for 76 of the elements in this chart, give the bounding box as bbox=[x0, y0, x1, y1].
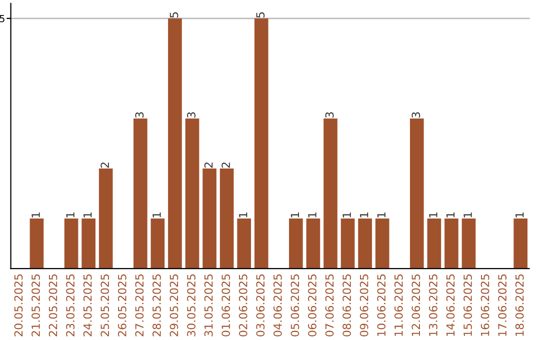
bar bbox=[340, 218, 355, 269]
x-tick-label: 11.06.2025 bbox=[394, 274, 403, 336]
x-tick-label: 06.06.2025 bbox=[308, 274, 316, 336]
x-tick-label: 14.06.2025 bbox=[446, 274, 455, 336]
bar bbox=[410, 118, 424, 269]
data-label: 1 bbox=[360, 212, 368, 218]
bar bbox=[220, 168, 234, 269]
bar bbox=[98, 168, 113, 269]
data-label: 3 bbox=[135, 112, 144, 118]
data-label: 2 bbox=[222, 162, 230, 168]
x-tick-label: 27.05.2025 bbox=[135, 274, 144, 336]
x-tick-label: 23.05.2025 bbox=[66, 274, 75, 336]
bar bbox=[133, 118, 148, 269]
data-label: 1 bbox=[516, 212, 524, 218]
bar bbox=[150, 218, 165, 269]
bar bbox=[64, 218, 78, 269]
data-label: 1 bbox=[152, 212, 161, 218]
bar bbox=[168, 18, 182, 269]
bar bbox=[237, 218, 251, 269]
bar bbox=[202, 168, 216, 269]
data-label: 1 bbox=[66, 212, 74, 218]
bar bbox=[30, 218, 44, 269]
x-tick-label: 18.06.2025 bbox=[515, 274, 524, 336]
data-label: 3 bbox=[187, 112, 196, 118]
x-tick-label: 29.05.2025 bbox=[170, 274, 178, 336]
x-tick-label: 01.06.2025 bbox=[222, 274, 230, 336]
x-tick-label: 31.05.2025 bbox=[204, 274, 213, 336]
data-label: 3 bbox=[325, 112, 334, 118]
x-tick-label: 17.06.2025 bbox=[498, 274, 507, 336]
data-label: 2 bbox=[100, 162, 109, 168]
data-label: 1 bbox=[290, 212, 299, 218]
bar bbox=[254, 18, 268, 269]
data-label: 5 bbox=[256, 12, 265, 18]
bar bbox=[82, 218, 96, 269]
bar bbox=[462, 218, 476, 269]
x-tick-label: 30.05.2025 bbox=[187, 274, 196, 336]
x-tick-label: 10.06.2025 bbox=[377, 274, 386, 336]
data-label: 1 bbox=[32, 212, 40, 218]
data-label: 1 bbox=[84, 212, 92, 218]
data-label: 5 bbox=[170, 12, 178, 18]
bar bbox=[427, 218, 442, 269]
x-tick-label: 28.05.2025 bbox=[152, 274, 161, 336]
data-label: 1 bbox=[377, 212, 386, 218]
x-tick-label: 25.05.2025 bbox=[100, 274, 110, 336]
x-tick-label: 05.06.2025 bbox=[290, 274, 300, 336]
data-label: 1 bbox=[308, 212, 316, 218]
x-tick-label: 04.06.2025 bbox=[273, 274, 282, 336]
x-tick-label: 13.06.2025 bbox=[428, 274, 438, 336]
x-tick-label: 08.06.2025 bbox=[342, 274, 351, 336]
x-tick-label: 16.06.2025 bbox=[480, 274, 490, 336]
x-tick-label: 21.05.2025 bbox=[32, 274, 40, 336]
x-tick-label: 12.06.2025 bbox=[412, 274, 420, 336]
bar bbox=[306, 218, 320, 269]
data-label: 3 bbox=[412, 112, 420, 118]
x-tick-label: 20.05.2025 bbox=[14, 274, 23, 336]
x-tick-label: 09.06.2025 bbox=[360, 274, 368, 336]
data-label: 1 bbox=[446, 212, 455, 218]
bar bbox=[324, 118, 338, 269]
bar bbox=[358, 218, 372, 269]
data-label: 1 bbox=[429, 212, 438, 218]
x-tick-label: 22.05.2025 bbox=[48, 274, 58, 336]
bar bbox=[185, 118, 200, 269]
x-tick-label: 26.05.2025 bbox=[118, 274, 126, 336]
data-label: 1 bbox=[464, 212, 472, 218]
bar bbox=[444, 218, 458, 269]
bar bbox=[375, 218, 390, 269]
data-label: 2 bbox=[204, 162, 213, 168]
x-tick-label: 15.06.2025 bbox=[464, 274, 472, 336]
data-label: 1 bbox=[239, 212, 248, 218]
bar bbox=[289, 218, 303, 269]
x-tick-label: 02.06.2025 bbox=[238, 274, 248, 336]
bar bbox=[514, 218, 528, 269]
data-label: 1 bbox=[342, 212, 351, 218]
x-tick-label: 24.05.2025 bbox=[83, 274, 92, 336]
x-tick-label: 07.06.2025 bbox=[325, 274, 334, 336]
x-tick-label: 03.06.2025 bbox=[256, 274, 265, 336]
